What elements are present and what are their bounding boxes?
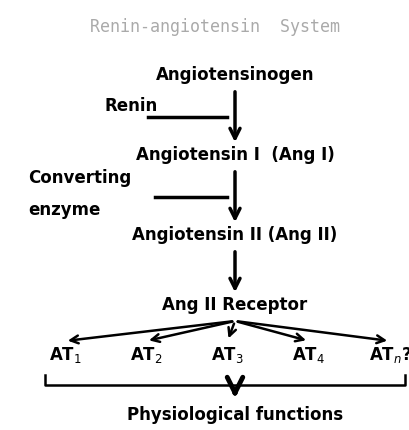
Text: Angiotensin II (Ang II): Angiotensin II (Ang II) [132,226,337,244]
Text: Renin: Renin [105,97,158,115]
Text: AT$_1$: AT$_1$ [49,345,81,365]
Text: Ang II Receptor: Ang II Receptor [162,296,307,314]
Text: Physiological functions: Physiological functions [127,406,342,424]
Text: Converting: Converting [28,169,131,187]
Text: Renin-angiotensin  System: Renin-angiotensin System [90,18,339,36]
Text: AT$_2$: AT$_2$ [130,345,162,365]
Text: Angiotensin I  (Ang I): Angiotensin I (Ang I) [135,146,334,164]
Text: AT$_4$: AT$_4$ [292,345,324,365]
Text: AT$_n$?: AT$_n$? [368,345,409,365]
Text: AT$_3$: AT$_3$ [211,345,243,365]
Text: enzyme: enzyme [28,201,100,219]
Text: Angiotensinogen: Angiotensinogen [155,66,313,84]
